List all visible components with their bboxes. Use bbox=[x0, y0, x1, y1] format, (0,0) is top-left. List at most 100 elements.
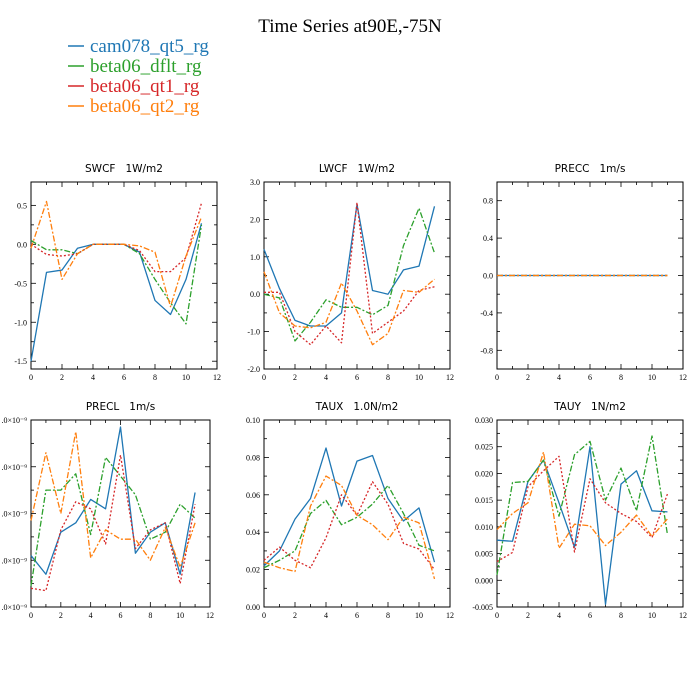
panel-3: PRECL 1m/s 0 2 4 6 8 10 12 .0×10⁻⁹ .0×10⁻⁹ .0×10⁻⁹… bbox=[1, 401, 214, 620]
series-line-beta06_qt2_rg bbox=[30, 200, 203, 308]
x-tick-label: 2 bbox=[60, 373, 64, 382]
y-tick-label: 0.02 bbox=[246, 566, 260, 575]
series-line-beta06_dflt_rg bbox=[263, 207, 436, 342]
panel-title: TAUX 1.0N/m2 bbox=[315, 401, 399, 413]
series-line-beta06_qt2_rg bbox=[496, 451, 668, 549]
y-tick-label: 3.0 bbox=[250, 178, 260, 187]
series-line-beta06_qt1_rg bbox=[496, 455, 669, 563]
x-tick-label: 0 bbox=[29, 373, 33, 382]
y-tick-label: 0.8 bbox=[483, 197, 493, 206]
x-tick-label: 8 bbox=[619, 611, 623, 620]
x-tick-label: 4 bbox=[324, 373, 328, 382]
y-tick-label: -0.4 bbox=[480, 309, 493, 318]
y-tick-label: -1.0 bbox=[14, 318, 27, 327]
legend-label-beta06_qt1_rg: beta06_qt1_rg bbox=[90, 76, 200, 97]
y-tick-label: 0.08 bbox=[246, 453, 260, 462]
x-tick-label: 10 bbox=[415, 373, 423, 382]
panel-title: PRECL 1m/s bbox=[86, 401, 155, 413]
y-tick-label: 0.005 bbox=[475, 550, 493, 559]
x-tick-label: 6 bbox=[122, 373, 126, 382]
series-line-beta06_qt2_rg bbox=[263, 475, 436, 580]
series-line-beta06_qt1_rg bbox=[263, 481, 436, 570]
x-tick-label: 4 bbox=[557, 373, 561, 382]
y-tick-label: 0.020 bbox=[475, 469, 493, 478]
x-tick-label: 0 bbox=[495, 611, 499, 620]
x-tick-label: 0 bbox=[29, 611, 33, 620]
series-line-beta06_qt1_rg bbox=[30, 454, 196, 592]
x-tick-label: 2 bbox=[293, 611, 297, 620]
x-tick-label: 0 bbox=[495, 373, 499, 382]
legend-label-beta06_dflt_rg: beta06_dflt_rg bbox=[90, 56, 202, 77]
x-tick-label: 2 bbox=[293, 373, 297, 382]
x-tick-label: 10 bbox=[648, 611, 656, 620]
x-tick-label: 10 bbox=[415, 611, 423, 620]
x-tick-label: 4 bbox=[91, 373, 95, 382]
legend: cam078_qt5_rgbeta06_dflt_rgbeta06_qt1_rg… bbox=[68, 36, 209, 117]
y-tick-label: -0.8 bbox=[480, 346, 493, 355]
panel-title: LWCF 1W/m2 bbox=[319, 163, 395, 175]
series-line-beta06_dflt_rg bbox=[30, 224, 203, 325]
legend-label-beta06_qt2_rg: beta06_qt2_rg bbox=[90, 96, 200, 117]
x-tick-label: 12 bbox=[446, 373, 454, 382]
panel-title: SWCF 1W/m2 bbox=[85, 163, 163, 175]
x-tick-label: 12 bbox=[206, 611, 214, 620]
series-line-beta06_dflt_rg bbox=[496, 435, 669, 576]
x-tick-label: 10 bbox=[176, 611, 184, 620]
y-tick-label: 0.10 bbox=[246, 416, 260, 425]
panel-title: PRECC 1m/s bbox=[555, 163, 626, 175]
y-tick-label: 0.000 bbox=[475, 576, 493, 585]
y-tick-label: 0.00 bbox=[246, 603, 260, 612]
figure-title: Time Series at90E,-75N bbox=[258, 16, 442, 37]
y-tick-label: -1.5 bbox=[14, 357, 27, 366]
y-tick-label: .0×10⁻⁹ bbox=[1, 510, 27, 519]
x-tick-label: 0 bbox=[262, 611, 266, 620]
y-tick-label: 0.025 bbox=[475, 443, 493, 452]
series-line-beta06_qt2_rg bbox=[30, 431, 196, 568]
series-line-beta06_qt2_rg bbox=[263, 271, 435, 346]
series-line-beta06_qt1_rg bbox=[264, 201, 435, 346]
y-tick-label: 2.0 bbox=[250, 215, 260, 224]
y-tick-label: 0.015 bbox=[475, 496, 493, 505]
x-tick-label: 8 bbox=[619, 373, 623, 382]
x-tick-label: 4 bbox=[557, 611, 561, 620]
x-tick-label: 6 bbox=[588, 373, 592, 382]
x-tick-label: 0 bbox=[262, 373, 266, 382]
x-tick-label: 8 bbox=[386, 611, 390, 620]
series-line-beta06_qt1_rg bbox=[30, 202, 203, 273]
x-tick-label: 6 bbox=[119, 611, 123, 620]
y-tick-label: -2.0 bbox=[247, 365, 260, 374]
series-line-beta06_dflt_rg bbox=[30, 456, 196, 587]
y-tick-label: .0×10⁻⁹ bbox=[1, 416, 27, 425]
x-tick-label: 2 bbox=[526, 373, 530, 382]
y-tick-label: .0×10⁻⁹ bbox=[1, 603, 27, 612]
panel-5: TAUY 1N/m2 0 2 4 6 8 10 12 -0.005 0.000 0.005 0.010… bbox=[472, 401, 687, 620]
x-tick-label: 6 bbox=[355, 611, 359, 620]
series-line-cam078_qt5_rg bbox=[30, 426, 196, 575]
y-tick-label: .0×10⁻⁹ bbox=[1, 463, 27, 472]
panel-1: LWCF 1W/m2 0 2 4 6 8 10 12 -2.0 -1.0 0.0 1.0 2.0 3.0 bbox=[247, 163, 454, 382]
panel-frame bbox=[30, 419, 211, 608]
x-tick-label: 10 bbox=[648, 373, 656, 382]
x-tick-label: 10 bbox=[182, 373, 190, 382]
y-tick-label: 0.0 bbox=[250, 290, 260, 299]
x-tick-label: 2 bbox=[526, 611, 530, 620]
y-tick-label: 0.030 bbox=[475, 416, 493, 425]
series-line-cam078_qt5_rg bbox=[263, 447, 436, 567]
y-tick-label: 1.0 bbox=[250, 253, 260, 262]
x-tick-label: 2 bbox=[59, 611, 63, 620]
y-tick-label: -0.005 bbox=[472, 603, 493, 612]
panel-title: TAUY 1N/m2 bbox=[553, 401, 626, 413]
panel-frame bbox=[263, 419, 451, 608]
y-tick-label: .0×10⁻⁹ bbox=[1, 556, 27, 565]
y-tick-label: 0.010 bbox=[475, 523, 493, 532]
x-tick-label: 6 bbox=[588, 611, 592, 620]
x-tick-label: 12 bbox=[679, 373, 687, 382]
y-tick-label: 0.06 bbox=[246, 491, 260, 500]
y-tick-label: 0.0 bbox=[483, 272, 493, 281]
x-tick-label: 4 bbox=[324, 611, 328, 620]
panel-2: PRECC 1m/s 0 2 4 6 8 10 12 -0.8 -0.4 0.0 0.4 0.8 bbox=[480, 163, 687, 382]
x-tick-label: 4 bbox=[89, 611, 93, 620]
legend-label-cam078_qt5_rg: cam078_qt5_rg bbox=[90, 36, 209, 57]
panel-0: SWCF 1W/m2 0 2 4 6 8 10 12 -1.5 -1.0 -0.5 0.0 0.5 bbox=[14, 163, 221, 382]
x-tick-label: 12 bbox=[213, 373, 221, 382]
